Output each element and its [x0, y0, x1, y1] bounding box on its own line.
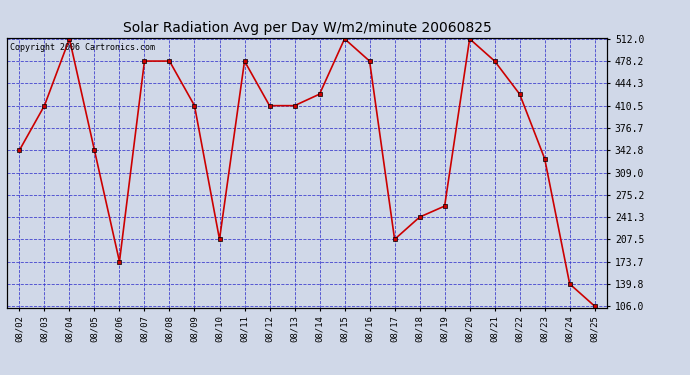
Title: Solar Radiation Avg per Day W/m2/minute 20060825: Solar Radiation Avg per Day W/m2/minute …	[123, 21, 491, 35]
Text: Copyright 2006 Cartronics.com: Copyright 2006 Cartronics.com	[10, 43, 155, 52]
